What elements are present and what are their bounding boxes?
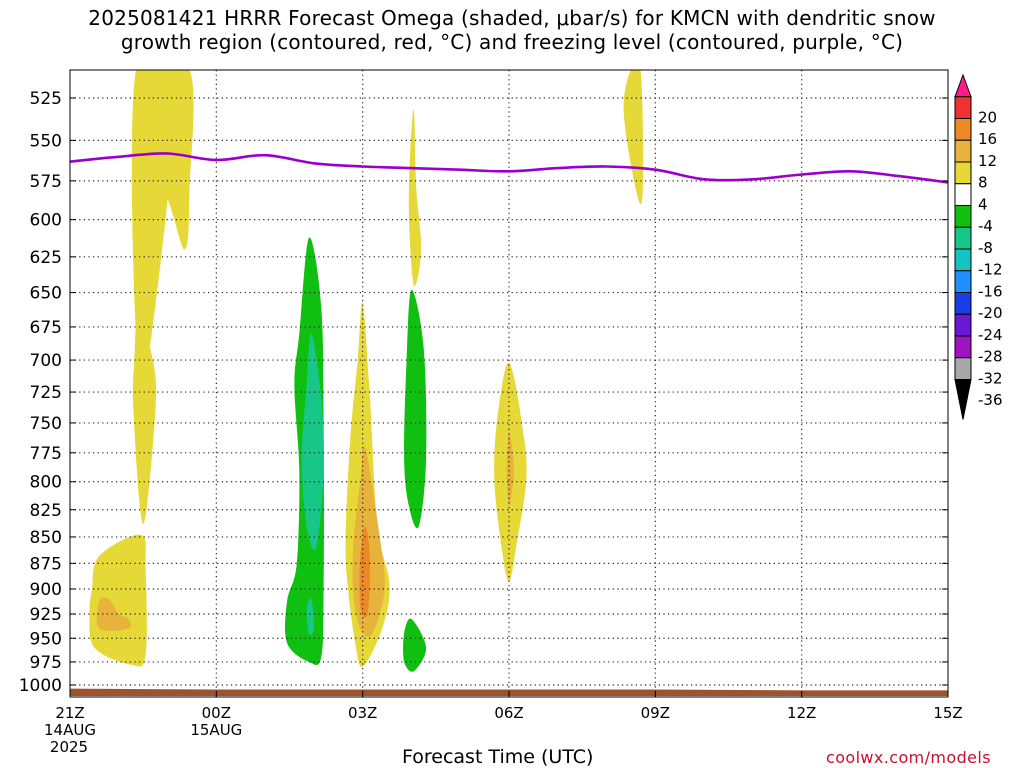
colorbar-box-9 (954, 270, 972, 293)
x-tick-label-12Z: 12Z (787, 704, 816, 722)
colorbar-box-1 (954, 96, 972, 119)
grid-layer (70, 70, 948, 697)
colorbar-label-12: 12 (978, 152, 997, 170)
y-tick-label-725: 725 (30, 383, 62, 403)
colorbar-label--8: -8 (978, 239, 993, 257)
colorbar-label-16: 16 (978, 130, 997, 148)
freezing-level-layer (69, 152, 949, 184)
colorbar-box-4 (954, 161, 972, 185)
colorbar-top-triangle (954, 73, 972, 98)
colorbar-box-8 (954, 248, 972, 272)
y-tick-label-575: 575 (30, 172, 62, 192)
colorbar-box-6 (954, 205, 972, 228)
omega-region-11 (623, 70, 644, 205)
colorbar-box-10 (954, 292, 972, 315)
x-tick-label-15Z: 15Z (933, 704, 962, 722)
colorbar-label--20: -20 (978, 304, 1003, 322)
y-tick-label-800: 800 (30, 473, 62, 493)
x-tick-label-03Z: 03Z (348, 704, 377, 722)
colorbar-box-5 (954, 183, 972, 206)
y-tick-label-825: 825 (30, 501, 62, 521)
y-tick-label-600: 600 (30, 211, 62, 231)
chart-title: 2025081421 HRRR Forecast Omega (shaded, … (0, 6, 1024, 54)
x-tick-year-21Z: 2025 (50, 738, 88, 756)
colorbar-label-8: 8 (978, 174, 988, 192)
colorbar-label--32: -32 (978, 369, 1003, 387)
omega-region-1 (135, 70, 178, 379)
x-axis-label: Forecast Time (UTC) (402, 746, 594, 768)
y-tick-label-975: 975 (30, 653, 62, 673)
y-tick-label-625: 625 (30, 248, 62, 268)
x-tick-label-00Z: 00Z (202, 704, 231, 722)
colorbar-label--12: -12 (978, 261, 1003, 279)
omega-region-13 (301, 333, 324, 551)
y-tick-label-675: 675 (30, 318, 62, 338)
colorbar-box-13 (954, 357, 972, 380)
omega-region-2 (132, 317, 157, 524)
y-tick-label-925: 925 (30, 605, 62, 625)
colorbar-box-12 (954, 335, 972, 359)
omega-shading-layer (89, 70, 644, 672)
y-tick-label-525: 525 (30, 89, 62, 109)
x-tick-label-09Z: 09Z (641, 704, 670, 722)
omega-region-16 (403, 618, 427, 672)
y-tick-label-1000: 1000 (19, 676, 62, 696)
colorbar-bottom-triangle (954, 379, 972, 420)
colorbar-label--16: -16 (978, 282, 1003, 300)
freezing-level-line (69, 152, 949, 184)
colorbar-box-11 (954, 313, 972, 337)
colorbar-label-4: 4 (978, 195, 988, 213)
x-tick-date-21Z: 14AUG (44, 721, 96, 739)
omega-region-4 (96, 597, 132, 632)
y-axis: 525 550 575 600 625 650 675 700 725 750 775 800 825 8… (19, 89, 948, 696)
colorbar-box-3 (954, 139, 972, 163)
colorbar-label-20: 20 (978, 108, 997, 126)
y-tick-label-900: 900 (30, 580, 62, 600)
credit-link[interactable]: coolwx.com/models (826, 748, 991, 767)
colorbar-label--36: -36 (978, 391, 1003, 409)
y-tick-label-950: 950 (30, 629, 62, 649)
omega-region-3 (89, 534, 147, 667)
x-tick-label-21Z: 21Z (55, 704, 84, 722)
omega-region-14 (306, 598, 314, 635)
colorbar: 20 16 12 8 4 -4 -8 -12 -16 -20 -24 -28 -32 -36 (954, 73, 1003, 420)
colorbar-label--24: -24 (978, 326, 1003, 344)
x-tick-label-06Z: 06Z (494, 704, 523, 722)
colorbar-label--28: -28 (978, 348, 1003, 366)
omega-region-9 (506, 431, 514, 507)
x-tick-date-00Z: 15AUG (190, 721, 242, 739)
y-tick-label-750: 750 (30, 414, 62, 434)
y-tick-label-875: 875 (30, 554, 62, 574)
colorbar-label--4: -4 (978, 217, 993, 235)
colorbar-box-7 (954, 226, 972, 250)
y-tick-label-550: 550 (30, 131, 62, 151)
chart-title-line1: 2025081421 HRRR Forecast Omega (shaded, … (88, 6, 936, 30)
chart-title-line2: growth region (contoured, red, °C) and f… (120, 30, 904, 54)
omega-region-15 (404, 289, 427, 529)
y-tick-label-850: 850 (30, 528, 62, 548)
y-tick-label-775: 775 (30, 444, 62, 464)
y-tick-label-700: 700 (30, 351, 62, 371)
omega-region-10 (408, 109, 422, 287)
y-tick-label-650: 650 (30, 284, 62, 304)
colorbar-box-2 (954, 118, 972, 141)
